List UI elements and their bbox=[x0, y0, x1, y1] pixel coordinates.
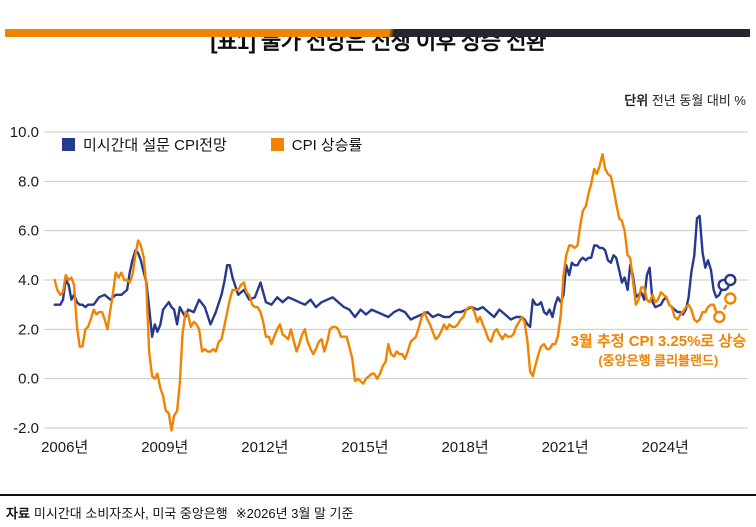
unit-label-rest: 전년 동월 대비 % bbox=[648, 93, 746, 108]
orange-square-icon bbox=[270, 138, 284, 151]
legend-item-michigan-survey: 미시간대 설문 CPI전망 bbox=[62, 134, 227, 155]
chart-area: 10.0 8.0 6.0 4.0 2.0 0.0 -2.0 2006년 2009년 2012년 20… bbox=[0, 110, 756, 476]
chart-annotation: 3월 추정 CPI 3.25%로 상승 (중앙은행 클리블랜드) bbox=[571, 332, 746, 370]
legend-label: 미시간대 설문 CPI전망 bbox=[83, 137, 227, 154]
svg-text:-2.0: -2.0 bbox=[13, 420, 39, 437]
decorative-header-strip bbox=[5, 29, 750, 37]
svg-text:2021년: 2021년 bbox=[542, 439, 589, 456]
svg-text:2.0: 2.0 bbox=[18, 321, 39, 338]
svg-text:2012년: 2012년 bbox=[241, 439, 288, 456]
legend-item-cpi: CPI 상승률 bbox=[270, 134, 363, 155]
legend-label: CPI 상승률 bbox=[291, 137, 363, 154]
svg-text:2006년: 2006년 bbox=[41, 439, 88, 456]
source-text: 미시간대 소비자조사, 미국 중앙은행 bbox=[33, 506, 228, 521]
blue-square-icon bbox=[62, 138, 75, 151]
svg-text:2024년: 2024년 bbox=[642, 439, 689, 456]
unit-label-bold: 단위 bbox=[624, 93, 649, 108]
svg-text:2009년: 2009년 bbox=[141, 439, 188, 456]
note-text: ※2026년 3월 말 기준 bbox=[235, 506, 354, 521]
svg-text:6.0: 6.0 bbox=[18, 223, 39, 240]
svg-text:2018년: 2018년 bbox=[441, 439, 488, 456]
annotation-line2: (중앙은행 클리블랜드) bbox=[598, 353, 719, 369]
svg-text:8.0: 8.0 bbox=[18, 173, 39, 190]
svg-text:10.0: 10.0 bbox=[10, 124, 39, 141]
unit-label: 단위 전년 동월 대비 % bbox=[624, 90, 746, 109]
chart-legend: 미시간대 설문 CPI전망 CPI 상승률 bbox=[62, 134, 362, 155]
source-label: 자료 bbox=[6, 506, 30, 521]
svg-text:4.0: 4.0 bbox=[18, 272, 39, 289]
svg-text:0.0: 0.0 bbox=[18, 371, 39, 388]
annotation-line1: 3월 추정 CPI 3.25%로 상승 bbox=[570, 333, 746, 350]
svg-text:2015년: 2015년 bbox=[341, 439, 388, 456]
source-footer: 자료 미시간대 소비자조사, 미국 중앙은행 ※2026년 3월 말 기준 bbox=[0, 494, 756, 527]
